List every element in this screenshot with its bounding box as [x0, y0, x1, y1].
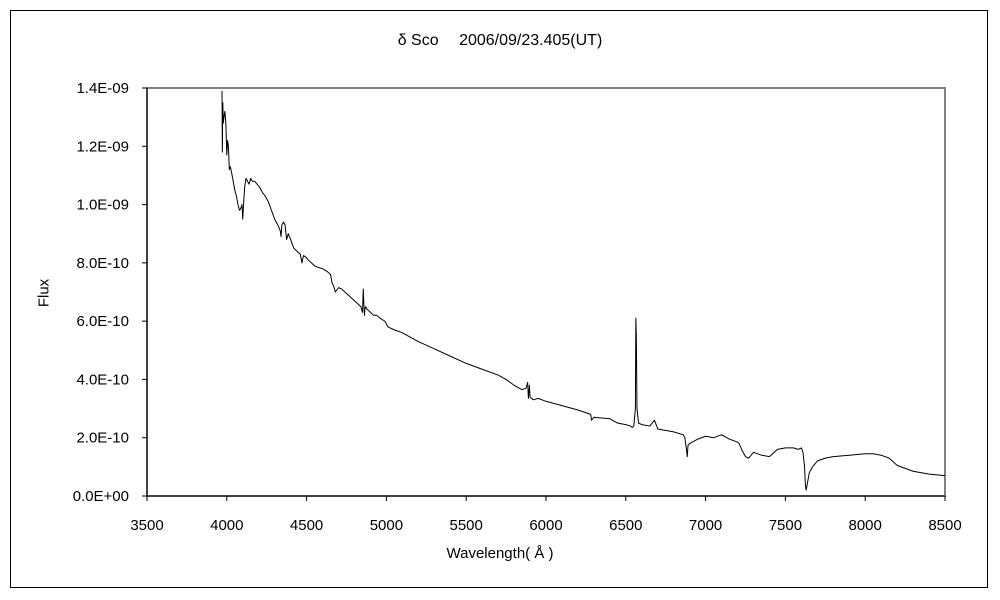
- x-tick-label: 5500: [450, 517, 483, 534]
- y-tick-label: 6.0E-10: [76, 313, 129, 330]
- x-tick-label: 4000: [210, 517, 243, 534]
- plot-area: [146, 87, 946, 497]
- y-tick-label: 4.0E-10: [76, 371, 129, 388]
- x-tick-label: 6500: [609, 517, 642, 534]
- x-tick-label: 8000: [849, 517, 882, 534]
- x-tick-label: 3500: [130, 517, 163, 534]
- y-tick-label: 8.0E-10: [76, 255, 129, 272]
- y-tick-label: 0.0E+00: [73, 488, 129, 505]
- x-tick-label: 7500: [769, 517, 802, 534]
- x-axis-label: Wavelength( Å ): [446, 545, 554, 562]
- axes: 3500 4000 4500 5000 5500 6000 6500 7000 7500 8000…: [73, 80, 962, 534]
- x-tick-label: 6000: [529, 517, 562, 534]
- series-layer: [221, 90, 946, 491]
- x-tick-label: 7000: [689, 517, 722, 534]
- y-tick-label: 2.0E-10: [76, 430, 129, 447]
- spectrum-series-line: [221, 90, 946, 491]
- y-tick-label: 1.2E-09: [76, 138, 129, 155]
- y-tick-label: 1.0E-09: [76, 197, 129, 214]
- y-tick-label: 1.4E-09: [76, 80, 129, 97]
- x-tick-label: 8500: [928, 517, 961, 534]
- x-tick-label: 4500: [290, 517, 323, 534]
- chart-title: δ Sco 2006/09/23.405(UT): [397, 32, 603, 49]
- x-tick-label: 5000: [370, 517, 403, 534]
